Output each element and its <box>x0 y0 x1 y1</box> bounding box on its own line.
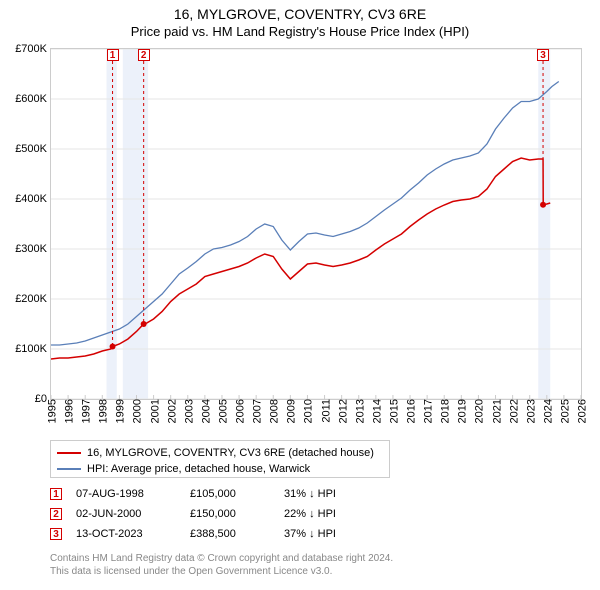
chart-title: 16, MYLGROVE, COVENTRY, CV3 6RE <box>0 6 600 22</box>
event-date: 13-OCT-2023 <box>76 528 176 540</box>
x-tick-label: 2008 <box>266 399 281 423</box>
event-number-box: 3 <box>50 528 62 540</box>
highlight-band <box>123 49 148 399</box>
x-tick-label: 2017 <box>420 399 435 423</box>
x-tick-label: 2001 <box>146 399 161 423</box>
y-tick-label: £100K <box>15 343 51 355</box>
chart-root: 16, MYLGROVE, COVENTRY, CV3 6RE Price pa… <box>0 0 600 590</box>
footer-line-2: This data is licensed under the Open Gov… <box>50 565 393 578</box>
y-tick-label: £500K <box>15 143 51 155</box>
y-tick-label: £600K <box>15 93 51 105</box>
event-date: 02-JUN-2000 <box>76 508 176 520</box>
event-delta: 31% ↓ HPI <box>284 488 374 500</box>
event-delta: 22% ↓ HPI <box>284 508 374 520</box>
x-tick-label: 2022 <box>505 399 520 423</box>
event-row: 1 07-AUG-1998 £105,000 31% ↓ HPI <box>50 484 374 504</box>
legend-label: HPI: Average price, detached house, Warw… <box>87 463 310 475</box>
event-delta: 37% ↓ HPI <box>284 528 374 540</box>
event-number-box: 1 <box>50 488 62 500</box>
event-marker-box: 1 <box>107 49 119 61</box>
event-marker-dot <box>110 344 116 350</box>
x-tick-label: 2011 <box>317 399 332 423</box>
chart-subtitle: Price paid vs. HM Land Registry's House … <box>0 24 600 39</box>
plot-area: £0£100K£200K£300K£400K£500K£600K£700K199… <box>50 48 582 400</box>
x-tick-label: 2021 <box>488 399 503 423</box>
x-tick-label: 1996 <box>61 399 76 423</box>
y-tick-label: £200K <box>15 293 51 305</box>
x-tick-label: 1997 <box>78 399 93 423</box>
x-tick-label: 2005 <box>214 399 229 423</box>
x-tick-label: 2010 <box>300 399 315 423</box>
event-price: £388,500 <box>190 528 270 540</box>
x-tick-label: 2000 <box>129 399 144 423</box>
plot-svg <box>51 49 581 399</box>
x-tick-label: 2023 <box>522 399 537 423</box>
legend-item: HPI: Average price, detached house, Warw… <box>57 461 383 477</box>
event-row: 3 13-OCT-2023 £388,500 37% ↓ HPI <box>50 524 374 544</box>
x-tick-label: 2007 <box>249 399 264 423</box>
x-tick-label: 2026 <box>574 399 589 423</box>
legend-label: 16, MYLGROVE, COVENTRY, CV3 6RE (detache… <box>87 447 374 459</box>
x-tick-label: 2002 <box>163 399 178 423</box>
x-tick-label: 1995 <box>44 399 59 423</box>
x-tick-label: 2015 <box>385 399 400 423</box>
x-tick-label: 2009 <box>283 399 298 423</box>
event-price: £105,000 <box>190 488 270 500</box>
x-tick-label: 2004 <box>197 399 212 423</box>
legend-item: 16, MYLGROVE, COVENTRY, CV3 6RE (detache… <box>57 445 383 461</box>
x-tick-label: 2019 <box>454 399 469 423</box>
x-tick-label: 2020 <box>471 399 486 423</box>
x-tick-label: 2006 <box>232 399 247 423</box>
x-tick-label: 2018 <box>437 399 452 423</box>
highlight-band <box>538 49 550 399</box>
y-tick-label: £400K <box>15 193 51 205</box>
event-price: £150,000 <box>190 508 270 520</box>
footer-line-1: Contains HM Land Registry data © Crown c… <box>50 552 393 565</box>
legend-swatch <box>57 468 81 470</box>
event-date: 07-AUG-1998 <box>76 488 176 500</box>
event-marker-dot <box>141 321 147 327</box>
x-tick-label: 1998 <box>95 399 110 423</box>
legend-swatch <box>57 452 81 454</box>
event-row: 2 02-JUN-2000 £150,000 22% ↓ HPI <box>50 504 374 524</box>
event-marker-box: 3 <box>537 49 549 61</box>
x-tick-label: 2014 <box>368 399 383 423</box>
x-tick-label: 2003 <box>180 399 195 423</box>
event-marker-box: 2 <box>138 49 150 61</box>
x-tick-label: 2025 <box>556 399 571 423</box>
event-number-box: 2 <box>50 508 62 520</box>
x-tick-label: 1999 <box>112 399 127 423</box>
legend: 16, MYLGROVE, COVENTRY, CV3 6RE (detache… <box>50 440 390 478</box>
events-table: 1 07-AUG-1998 £105,000 31% ↓ HPI 2 02-JUN-200… <box>50 484 374 544</box>
event-marker-dot <box>540 202 546 208</box>
x-tick-label: 2013 <box>351 399 366 423</box>
x-tick-label: 2016 <box>403 399 418 423</box>
y-tick-label: £300K <box>15 243 51 255</box>
footer-attribution: Contains HM Land Registry data © Crown c… <box>50 552 393 578</box>
x-tick-label: 2012 <box>334 399 349 423</box>
y-tick-label: £700K <box>15 43 51 55</box>
x-tick-label: 2024 <box>539 399 554 423</box>
